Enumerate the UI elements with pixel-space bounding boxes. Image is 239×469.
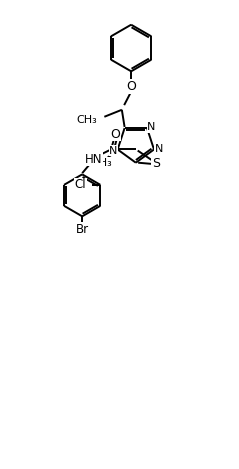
Text: Br: Br [76,223,89,235]
Text: CH₃: CH₃ [76,115,97,125]
Text: CH₃: CH₃ [91,158,112,168]
Text: HN: HN [85,153,103,166]
Text: O: O [110,128,120,141]
Text: O: O [126,80,136,93]
Text: S: S [152,158,160,170]
Text: N: N [154,144,163,154]
Text: N: N [109,146,118,156]
Text: N: N [147,122,155,132]
Text: Cl: Cl [75,178,86,191]
